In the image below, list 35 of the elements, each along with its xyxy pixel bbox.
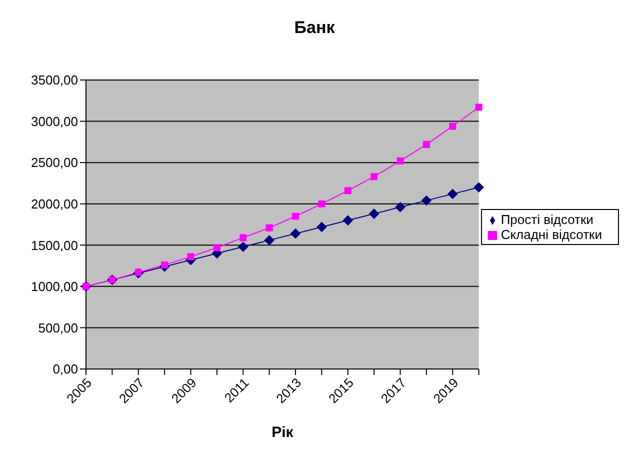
point (187, 253, 194, 260)
point (292, 212, 299, 220)
point (449, 122, 456, 130)
point (290, 228, 300, 239)
y-tick-label: 0,00 (52, 362, 78, 377)
y-tick-label: 3000,00 (31, 114, 78, 129)
point (344, 187, 352, 194)
y-tick-label: 2000,00 (31, 196, 78, 212)
point (395, 202, 406, 212)
x-axis-title: Рік (272, 424, 294, 441)
legend-label: Прості відсотки (500, 212, 594, 226)
y-tick-label: 1000,00 (31, 279, 78, 294)
point (264, 235, 274, 246)
chart-title: Банк (293, 18, 336, 38)
point (266, 224, 273, 232)
point (213, 244, 220, 252)
point (475, 104, 482, 111)
legend-label: Складні відсотки (500, 226, 602, 242)
point (342, 215, 353, 226)
point (240, 234, 247, 242)
point (369, 208, 380, 219)
point (396, 157, 404, 164)
y-tick-label: 500,00 (38, 320, 78, 336)
point (421, 196, 432, 206)
point (422, 140, 430, 148)
point (448, 188, 458, 199)
point (318, 200, 326, 208)
y-tick-label: 2500,00 (31, 155, 78, 170)
point (474, 182, 484, 192)
point (134, 268, 142, 276)
point (238, 242, 248, 252)
y-tick-label: 1500,00 (31, 238, 78, 253)
point (316, 222, 327, 232)
y-tick-label: 3500,00 (31, 72, 78, 88)
point (370, 173, 378, 180)
